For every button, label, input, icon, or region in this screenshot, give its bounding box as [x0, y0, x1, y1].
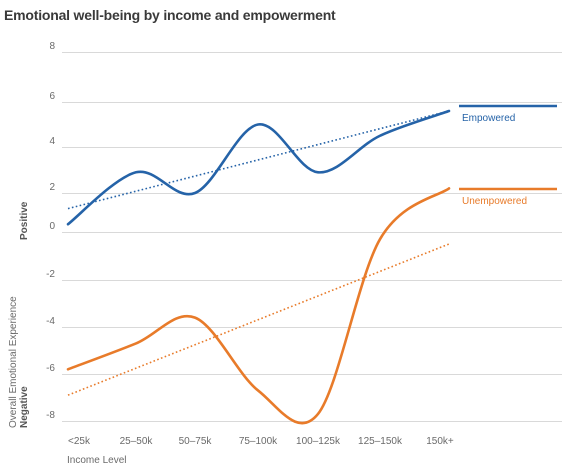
x-tick-label: <25k	[68, 436, 91, 447]
x-tick-label: 100–125k	[296, 436, 341, 447]
x-tick-label: 125–150k	[358, 436, 403, 447]
y-tick-label: -2	[46, 269, 55, 280]
series-line-unempowered	[66, 187, 451, 425]
y-axis-label: Overall Emotional Experience	[8, 296, 19, 428]
x-tick-label: 25–50k	[120, 436, 154, 447]
grid-lines	[62, 52, 562, 422]
legend-label-unempowered: Unempowered	[462, 196, 527, 207]
legend: Empowered Unempowered	[459, 104, 557, 207]
y-tick-label: 0	[49, 221, 55, 232]
y-tick-label: 2	[49, 182, 55, 193]
x-tick-label: 150k+	[426, 436, 454, 447]
trendline-empowered	[67, 110, 450, 210]
y-tick-labels: 8 6 4 2 0 -2 -4 -6 -8	[46, 41, 55, 421]
trendline-unempowered	[67, 243, 450, 396]
x-tick-label: 50–75k	[179, 436, 213, 447]
y-tick-label: 4	[49, 136, 55, 147]
x-axis-label: Income Level	[67, 455, 126, 466]
trend-lines	[67, 110, 450, 396]
chart-title: Emotional well-being by income and empow…	[4, 7, 336, 23]
y-tick-label: -8	[46, 410, 55, 421]
x-tick-label: 75–100k	[239, 436, 278, 447]
y-tick-label: -6	[46, 363, 55, 374]
legend-label-empowered: Empowered	[462, 113, 515, 124]
x-tick-labels: <25k 25–50k 50–75k 75–100k 100–125k 125–150k 1…	[68, 436, 454, 447]
y-axis-negative-label: Negative	[19, 386, 30, 428]
series-line-empowered	[66, 109, 451, 226]
y-axis-positive-label: Positive	[19, 201, 30, 240]
series-lines	[66, 109, 451, 425]
y-tick-label: 8	[49, 41, 55, 52]
y-tick-label: -4	[46, 316, 55, 327]
y-tick-label: 6	[49, 91, 55, 102]
